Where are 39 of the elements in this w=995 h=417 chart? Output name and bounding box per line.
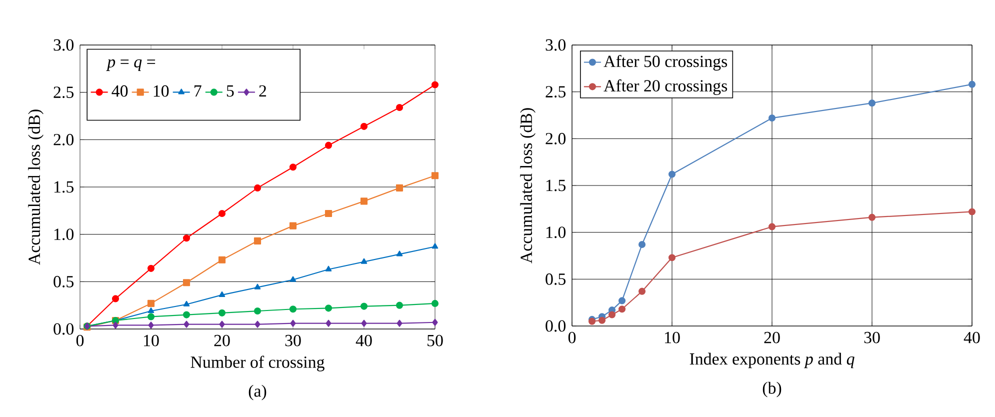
text: (a) xyxy=(248,384,266,400)
x-tick-label: 10 xyxy=(144,334,159,346)
y-tick-label: 1.0 xyxy=(546,226,566,238)
x-tick-label: 40 xyxy=(964,332,980,344)
legend-label: 7 xyxy=(194,85,202,96)
text: (b) xyxy=(762,382,782,398)
y-tick-label: 3.0 xyxy=(54,39,74,51)
x-axis-title: Number of crossing xyxy=(190,356,324,372)
y-tick-label: 2.0 xyxy=(546,132,566,144)
y-tick-label: 1.5 xyxy=(546,180,566,192)
legend-label: 2 xyxy=(259,85,266,97)
y-tick-label: 0.5 xyxy=(54,276,74,288)
x-axis-title: Index exponents p and q xyxy=(690,352,854,368)
legend-label: 5 xyxy=(226,85,234,97)
y-tick-label: 0.0 xyxy=(54,323,74,335)
x-tick-label: 30 xyxy=(285,334,301,346)
x-tick-label: 20 xyxy=(214,334,230,346)
x-tick-label: 50 xyxy=(428,334,443,346)
x-tick-label: 0 xyxy=(76,334,84,346)
legend-label: After 50 crossings xyxy=(604,55,728,71)
legend-label: After 20 crossings xyxy=(604,79,728,96)
legend-label: 40 xyxy=(112,85,128,97)
y-tick-label: 2.0 xyxy=(54,134,74,146)
y-tick-label: 2.5 xyxy=(546,86,566,98)
x-tick-label: 0 xyxy=(568,332,576,344)
y-tick-label: 0.5 xyxy=(546,273,566,285)
x-tick-label: 40 xyxy=(356,334,372,346)
x-tick-label: 10 xyxy=(665,332,680,344)
y-axis-title: Accumulated loss (dB) xyxy=(520,108,536,264)
y-tick-label: 1.5 xyxy=(54,181,74,193)
y-tick-label: 0.0 xyxy=(546,320,566,332)
y-tick-label: 3.0 xyxy=(546,39,566,51)
x-tick-label: 30 xyxy=(864,332,880,344)
y-axis-title: Accumulated loss (dB) xyxy=(28,110,44,265)
legend-title: p = q = xyxy=(106,59,156,71)
y-tick-label: 1.0 xyxy=(54,228,74,240)
y-tick-label: 2.5 xyxy=(54,86,74,98)
legend-label: 10 xyxy=(154,85,169,97)
x-tick-label: 20 xyxy=(764,332,780,344)
